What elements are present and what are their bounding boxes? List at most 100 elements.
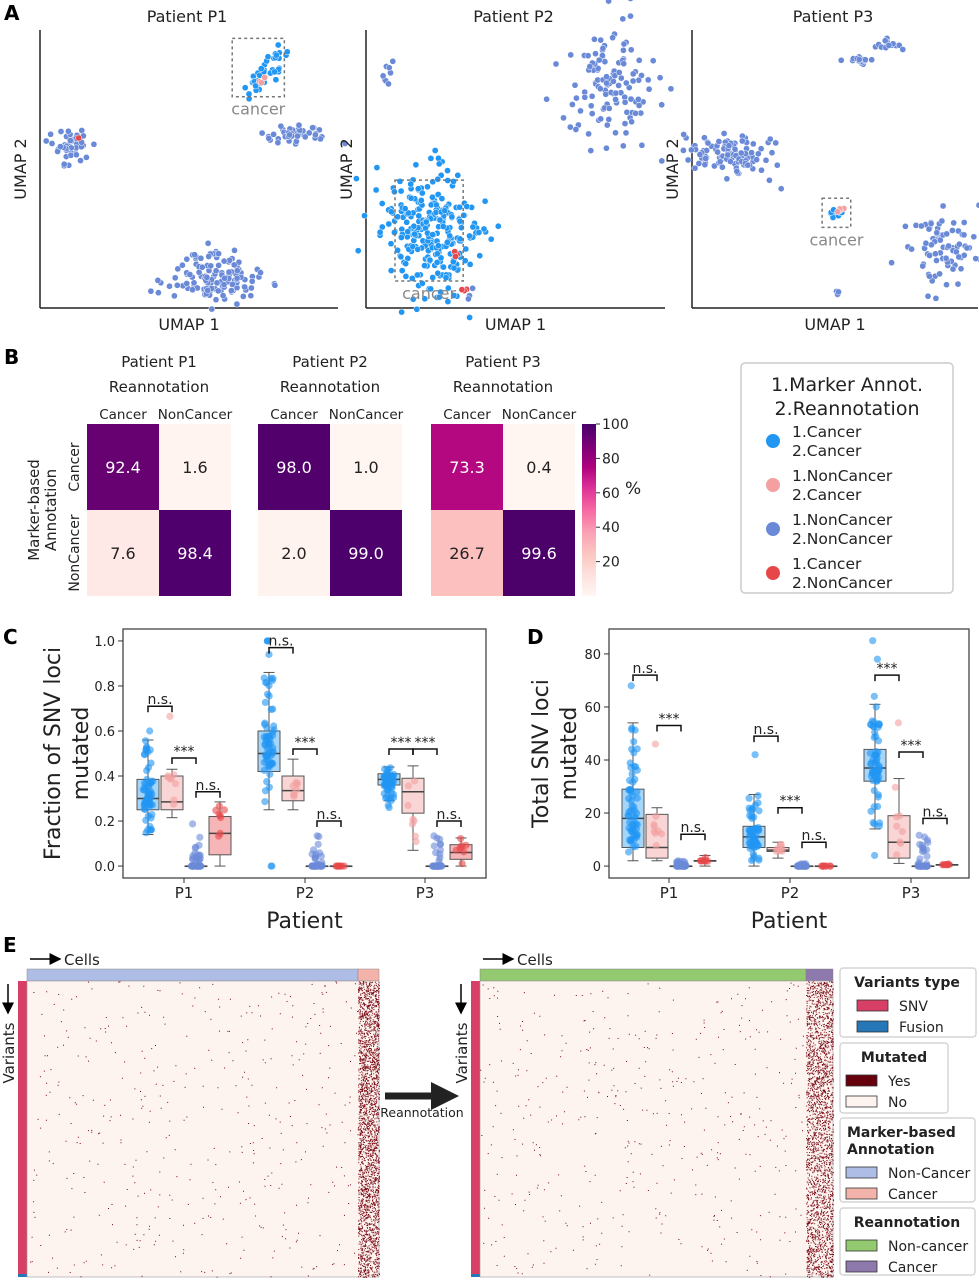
cell-point xyxy=(60,160,68,168)
cell-point xyxy=(704,139,712,147)
column-label: Cancer xyxy=(99,407,147,423)
data-point xyxy=(267,674,275,682)
umap-title: Patient P3 xyxy=(793,7,874,26)
cell-point xyxy=(435,160,443,168)
cell-point xyxy=(438,195,446,202)
cell-point xyxy=(214,287,222,295)
significance-bracket xyxy=(632,674,658,682)
cell-point xyxy=(286,131,293,139)
cell-point xyxy=(658,101,666,109)
data-point xyxy=(631,813,640,821)
data-point xyxy=(866,720,875,729)
heatmap-cell xyxy=(258,510,330,596)
cell-point xyxy=(727,158,734,165)
data-point xyxy=(261,740,269,748)
cell-point xyxy=(372,186,380,194)
significance-bracket xyxy=(801,841,827,849)
cell-point xyxy=(442,274,450,282)
cell-point xyxy=(773,161,781,169)
cancer-label: cancer xyxy=(402,284,456,303)
panel-a-umap: Patient P1 UMAP 1 UMAP 2 cancer Patient P2 UM… xyxy=(11,0,979,334)
data-point xyxy=(632,842,640,850)
cell-point xyxy=(258,79,265,87)
cell-point xyxy=(744,161,752,169)
cell-point xyxy=(403,218,411,226)
cell-point xyxy=(75,134,83,142)
cell-point xyxy=(731,145,739,153)
variant-type-bar xyxy=(18,981,27,1277)
data-point xyxy=(333,862,341,870)
cell-point xyxy=(596,85,604,93)
outlier-point xyxy=(651,740,660,748)
significance-label: n.s. xyxy=(632,661,657,677)
legend-item-label: Non-cancer xyxy=(888,1239,968,1255)
cell-point xyxy=(155,289,162,297)
data-point xyxy=(196,862,204,870)
significance-bracket xyxy=(436,820,462,828)
cell-point xyxy=(667,85,675,93)
cell-point xyxy=(261,74,269,81)
panel-ab-legend: 1.Marker Annot.2.Reannotation1.Cancer2.C… xyxy=(740,362,954,594)
cell-point xyxy=(615,82,622,89)
cell-point xyxy=(635,76,643,84)
cell-point xyxy=(599,45,607,52)
cell-point xyxy=(588,110,596,117)
cell-point xyxy=(649,57,657,65)
data-point xyxy=(626,818,634,827)
cell-point xyxy=(429,274,437,281)
cell-point xyxy=(949,227,956,234)
data-point xyxy=(311,855,319,863)
cell-point xyxy=(597,115,605,123)
cell-point xyxy=(592,50,599,58)
variants-label: Variants xyxy=(453,1022,471,1083)
cell-point xyxy=(413,305,421,313)
cell-point xyxy=(619,15,627,23)
heatmap-ylabel: Marker-based xyxy=(25,459,43,561)
data-point xyxy=(144,796,152,804)
data-point xyxy=(409,815,417,823)
heatmap-cell xyxy=(258,424,330,510)
cell-point xyxy=(908,245,915,253)
y-tick-label: 0.4 xyxy=(94,770,115,785)
cell-point xyxy=(469,223,477,231)
legend-entry-label: 2.NonCancer xyxy=(792,574,893,592)
column-label: Cancer xyxy=(443,407,491,423)
cell-point xyxy=(385,64,393,72)
data-point xyxy=(876,819,884,827)
significance-label: n.s. xyxy=(753,722,778,738)
y-tick-label: 0.8 xyxy=(94,680,115,695)
cell-point xyxy=(599,52,606,59)
cell-point xyxy=(922,239,930,247)
heatmap-xlabel: Reannotation xyxy=(453,378,553,396)
cell-point xyxy=(385,220,393,228)
y-tick-label: 0 xyxy=(593,860,601,875)
cell-point xyxy=(229,281,236,288)
cell-point xyxy=(480,225,488,233)
data-point xyxy=(164,773,172,781)
cell-value: 98.0 xyxy=(276,458,312,477)
cell-point xyxy=(621,120,629,127)
significance-bracket xyxy=(753,735,779,743)
cell-point xyxy=(691,164,699,172)
cell-point xyxy=(401,205,409,212)
x-axis-label: UMAP 1 xyxy=(804,315,865,334)
data-point xyxy=(873,777,881,785)
cell-value: 1.6 xyxy=(182,458,207,477)
cell-point xyxy=(226,256,233,264)
cell-point xyxy=(171,292,178,300)
data-point xyxy=(892,813,901,821)
cell-point xyxy=(48,140,56,147)
cell-point xyxy=(404,228,412,236)
data-point xyxy=(819,862,828,870)
cell-point xyxy=(601,58,609,66)
cell-point xyxy=(220,281,228,288)
cell-point xyxy=(975,201,979,209)
cell-point xyxy=(711,162,718,170)
cell-point xyxy=(204,286,212,294)
legend-item-label: No xyxy=(888,1095,907,1111)
cell-point xyxy=(680,147,687,154)
legend-box xyxy=(839,1042,949,1114)
cell-point xyxy=(466,314,473,321)
column-label: Cancer xyxy=(270,407,318,423)
cell-point xyxy=(435,242,442,250)
